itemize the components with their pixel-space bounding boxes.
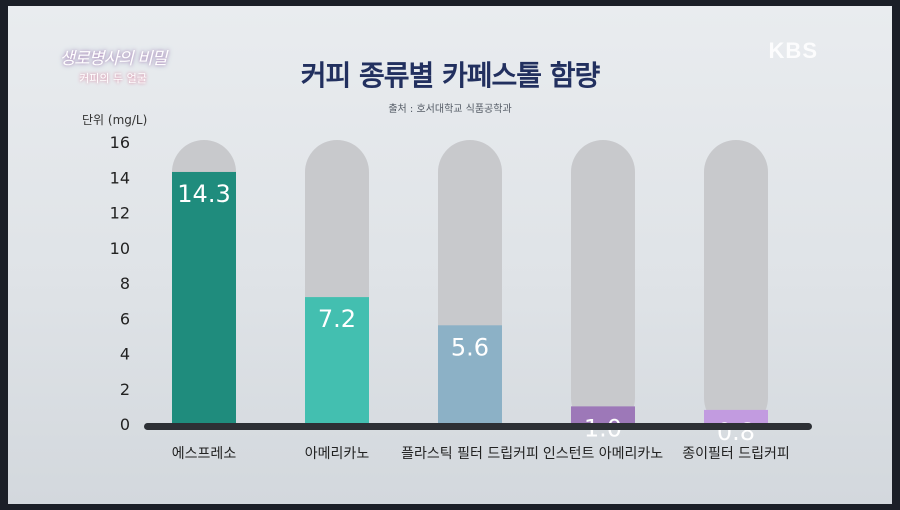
bar-track bbox=[571, 140, 635, 430]
y-tick-label: 4 bbox=[120, 345, 130, 364]
bar-value-label: 0.8 bbox=[717, 418, 755, 446]
x-category-label: 플라스틱 필터 드립커피 bbox=[401, 446, 539, 462]
x-category-label: 에스프레소 bbox=[172, 446, 237, 462]
bar bbox=[305, 297, 369, 428]
bar-value-label: 7.2 bbox=[318, 305, 356, 333]
x-category-label: 종이필터 드립커피 bbox=[682, 446, 790, 462]
x-category-label: 아메리카노 bbox=[305, 446, 370, 462]
y-tick-label: 16 bbox=[110, 133, 130, 152]
bar bbox=[571, 406, 635, 428]
program-logo: 생로병사의 비밀 커피의 두 얼굴 bbox=[53, 44, 173, 86]
bar bbox=[172, 171, 236, 428]
broadcaster-logo: KBS bbox=[768, 38, 818, 63]
bar-value-label: 5.6 bbox=[451, 333, 489, 361]
y-tick-label: 0 bbox=[120, 415, 130, 434]
y-tick-label: 10 bbox=[110, 239, 130, 258]
y-tick-label: 12 bbox=[110, 204, 130, 223]
program-logo-subtitle: 커피의 두 얼굴 bbox=[79, 72, 147, 85]
y-tick-label: 14 bbox=[110, 168, 130, 187]
program-logo-title: 생로병사의 비밀 bbox=[59, 49, 168, 69]
bar-value-label: 14.3 bbox=[177, 180, 230, 208]
bar bbox=[438, 325, 502, 428]
bar-track bbox=[704, 140, 768, 430]
y-tick-label: 6 bbox=[120, 309, 130, 328]
chart-source: 출처 : 호서대학교 식품공학과 bbox=[388, 104, 512, 115]
y-tick-label: 2 bbox=[120, 380, 130, 399]
y-axis-label: 단위 (mg/L) bbox=[82, 113, 147, 127]
x-category-label: 인스턴트 아메리카노 bbox=[543, 446, 663, 462]
x-axis-baseline bbox=[144, 423, 812, 430]
bar-chart: 단위 (mg/L) 0 2 4 6 8 10 12 14 16 14.3 에스프레소 7.2 아메리카노 5… bbox=[82, 113, 812, 462]
tv-frame: 생로병사의 비밀 커피의 두 얼굴 KBS 커피 종류별 카페스톨 함량 출처 … bbox=[8, 6, 892, 504]
chart-title: 커피 종류별 카페스톨 함량 bbox=[300, 59, 601, 92]
y-tick-label: 8 bbox=[120, 274, 130, 293]
